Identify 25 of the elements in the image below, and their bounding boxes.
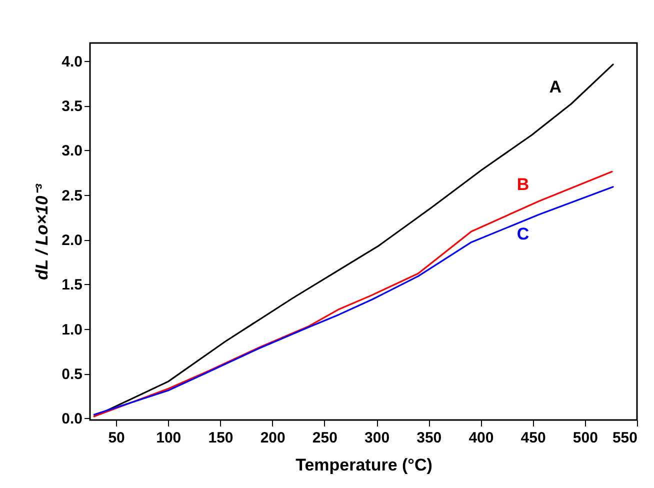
x-tick-label: 350 [416,430,442,446]
x-tick-label: 200 [260,430,286,446]
y-tick-label: 0.0 [62,410,82,428]
x-tick-label: 50 [108,430,125,446]
x-tick-label: 150 [208,430,234,446]
x-axis-title: Temperature (°C) [296,456,432,474]
x-tick-label: 300 [364,430,390,446]
x-tick-label: 500 [572,430,598,446]
x-tick-label: 400 [468,430,494,446]
series-label: A [549,78,562,97]
y-tick-label: 3.5 [62,98,82,116]
y-tick-label: 4.0 [62,53,82,70]
x-tick-label: 250 [312,430,338,446]
x-tick-label: 100 [156,430,182,446]
series-label: C [516,224,530,244]
x-tick-label: 550 [612,430,638,446]
series-label: B [516,175,530,194]
y-tick-label: 2.0 [62,232,82,250]
y-axis-title: dL / Lo×10⁻³ [32,182,52,280]
y-tick-label: 3.0 [62,142,82,160]
y-tick-label: 0.5 [62,366,82,384]
y-tick-label: 2.5 [62,187,82,204]
x-tick-label: 450 [520,430,546,446]
y-tick-label: 1.0 [62,321,82,338]
y-tick-label: 1.5 [62,276,82,294]
